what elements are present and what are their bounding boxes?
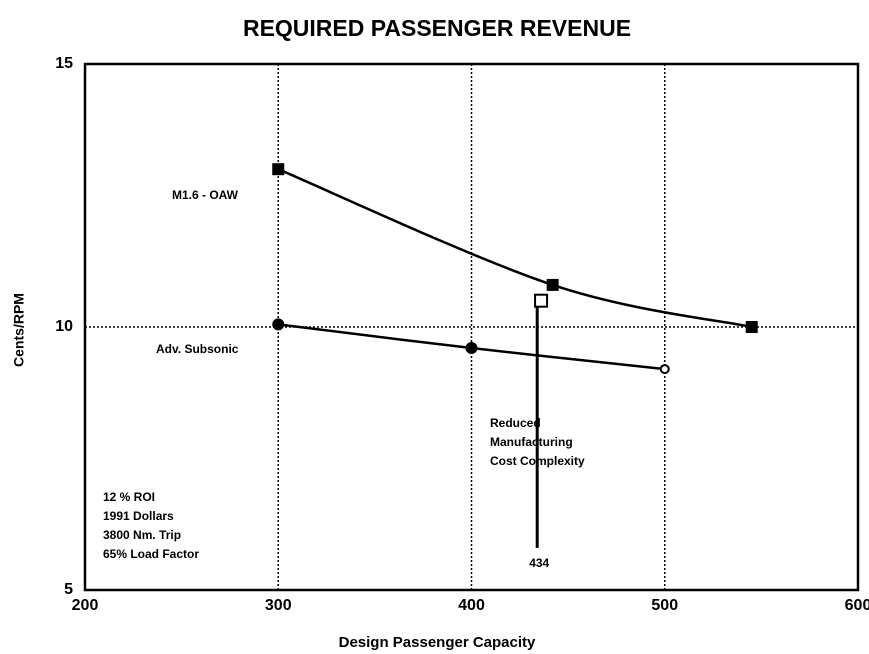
y-tick-label: 5 [64,581,73,598]
y-axis-label: Cents/RPM [11,293,27,367]
note: 12 % ROI [103,490,155,504]
point [465,342,478,355]
annotation: Cost Complexity [490,454,585,468]
marker-label: 434 [529,556,549,570]
series-label: Adv. Subsonic [156,342,239,356]
chart-title: REQUIRED PASSENGER REVENUE [243,15,631,41]
point [272,163,285,176]
annotation: Reduced [490,416,541,430]
note: 3800 Nm. Trip [103,528,181,542]
x-tick-label: 200 [72,597,99,614]
y-tick-label: 15 [55,55,73,72]
y-tick-label: 10 [55,318,73,335]
series-label: M1.6 - OAW [172,188,239,202]
point [745,321,758,333]
x-tick-label: 400 [458,597,485,614]
x-axis-label: Design Passenger Capacity [339,634,536,651]
point [546,278,559,291]
x-tick-label: 300 [265,597,292,614]
x-tick-label: 500 [651,597,678,614]
reduced-point [534,293,549,308]
point [659,364,670,375]
x-tick-label: 600 [845,597,869,614]
point [272,318,285,331]
note: 1991 Dollars [103,509,174,523]
note: 65% Load Factor [103,547,199,561]
annotation: Manufacturing [490,435,573,449]
series-line [277,168,752,329]
